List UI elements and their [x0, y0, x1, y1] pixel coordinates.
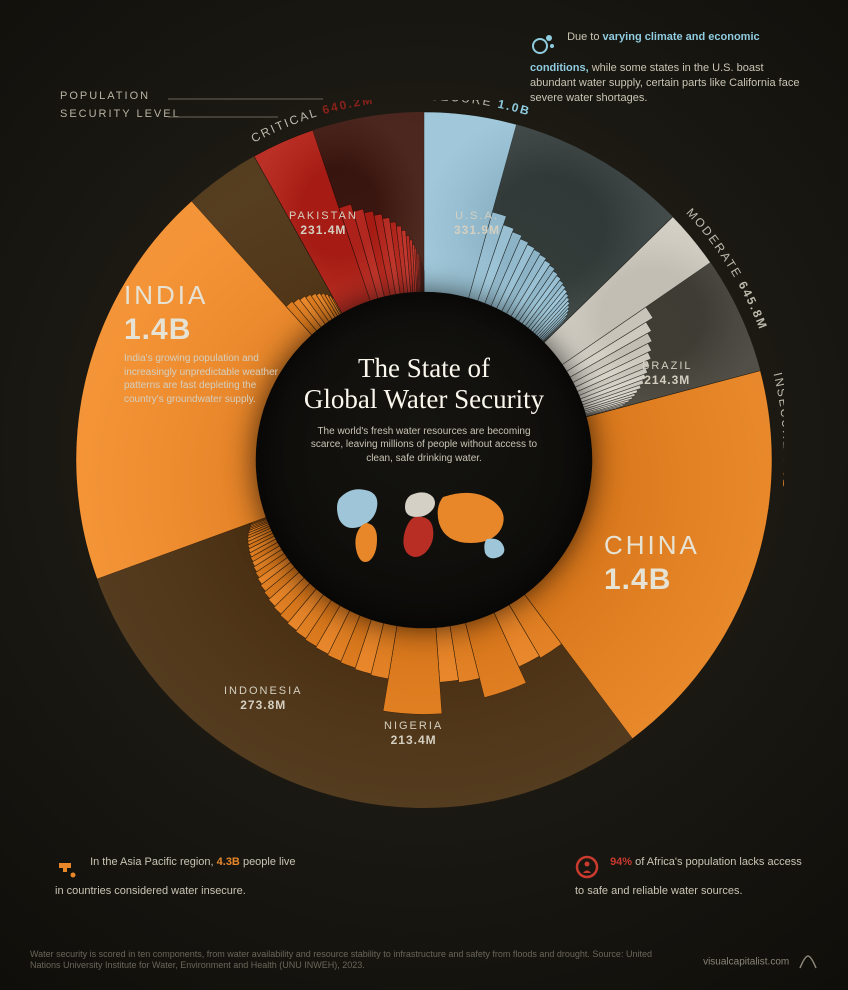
- label-pakistan: PAKISTAN231.4M: [289, 210, 358, 237]
- center-subtitle: The world's fresh water resources are be…: [304, 425, 544, 466]
- callout-africa-text: 94% of Africa's population lacks access …: [575, 856, 802, 897]
- center-title: The State of Global Water Security: [304, 353, 544, 415]
- person-ring-icon: [575, 855, 599, 884]
- label-indonesia: INDONESIA273.8M: [224, 685, 303, 712]
- center-disc: The State of Global Water Security The w…: [256, 292, 592, 628]
- callout-asia-pacific: In the Asia Pacific region, 4.3B people …: [55, 855, 305, 899]
- label-india: INDIA 1.4B: [124, 280, 208, 347]
- credit: visualcapitalist.com: [703, 954, 818, 970]
- callout-africa: 94% of Africa's population lacks access …: [575, 855, 805, 899]
- tap-icon: [55, 855, 79, 884]
- callout-asia-text: In the Asia Pacific region, 4.3B people …: [55, 856, 296, 897]
- footnote: Water security is scored in ten componen…: [30, 949, 668, 972]
- label-usa: U.S.A.331.9M: [454, 210, 500, 237]
- label-nigeria: NIGERIA213.4M: [384, 720, 443, 747]
- category-label-insecure: INSECURE 5.6B: [771, 371, 784, 490]
- label-china: CHINA 1.4B: [604, 530, 700, 597]
- callout-usa-text: Due to varying climate and economic cond…: [530, 31, 799, 104]
- world-map-icon: [319, 477, 529, 567]
- vc-logo-icon: [798, 954, 818, 970]
- droplet-icon: [530, 30, 556, 61]
- callout-usa: Due to varying climate and economic cond…: [530, 30, 810, 105]
- india-note: India's growing population and increasin…: [124, 352, 294, 406]
- label-brazil: BRAZIL214.3M: [642, 360, 693, 387]
